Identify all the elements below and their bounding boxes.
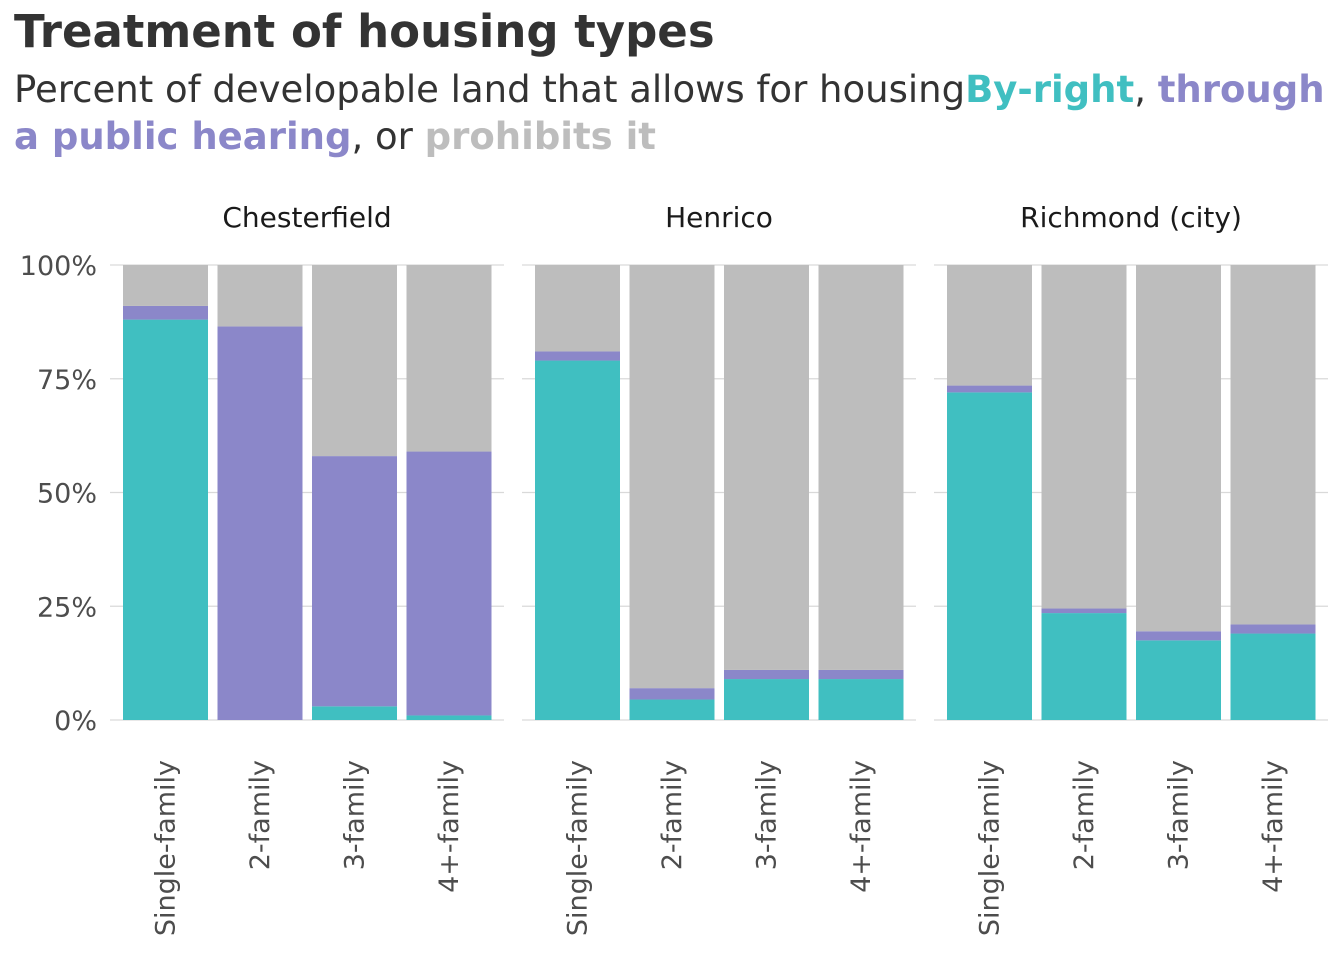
bar-segment <box>818 679 904 720</box>
bar-segment <box>724 679 809 720</box>
bar-segment <box>724 669 809 680</box>
bar-segment <box>1230 633 1316 720</box>
y-tick-label: 0% <box>54 706 97 737</box>
subtitle-separator-2: , or <box>351 115 425 158</box>
bar-segment <box>217 265 303 327</box>
subtitle-public-hearing: through a public hearing <box>14 68 1325 158</box>
bar-segment <box>1041 608 1127 614</box>
x-tick-label: 4+-family <box>846 760 877 893</box>
x-tick-label: Single-family <box>975 760 1006 936</box>
bar-segment <box>818 265 904 670</box>
x-tick-label: 3-family <box>752 760 783 870</box>
y-tick-label: 75% <box>37 365 97 396</box>
subtitle-separator-1: , <box>1134 68 1158 111</box>
bar-segment <box>123 305 208 320</box>
x-tick-label: 2-family <box>245 760 276 870</box>
bar-segment <box>1136 631 1221 641</box>
chart-subtitle: Percent of developable land that allows … <box>14 66 1334 160</box>
bar-segment <box>629 688 715 700</box>
x-tick-label: 3-family <box>1164 760 1195 870</box>
x-tick-label: 4+-family <box>1258 760 1289 893</box>
bar-segment <box>1136 640 1221 720</box>
bar-segment <box>535 265 620 352</box>
bar-segment <box>535 351 620 361</box>
bar-segment <box>1041 613 1127 720</box>
facet-label: Henrico <box>665 201 773 234</box>
bar-segment <box>406 265 492 452</box>
facet-label: Richmond (city) <box>1020 201 1242 234</box>
x-tick-label: 3-family <box>340 760 371 870</box>
bar-segment <box>947 392 1032 720</box>
x-tick-label: Single-family <box>151 760 182 936</box>
bar-segment <box>947 265 1032 386</box>
x-tick-label: 4+-family <box>434 760 465 893</box>
y-tick-label: 25% <box>37 592 97 623</box>
subtitle-prohibits: prohibits it <box>424 115 656 158</box>
bar-segment <box>1230 265 1316 625</box>
bar-segment <box>629 699 715 720</box>
bar-segment <box>406 715 492 720</box>
y-tick-label: 50% <box>37 479 97 510</box>
bar-segment <box>312 706 397 720</box>
bar-segment <box>1136 265 1221 632</box>
facet-label: Chesterfield <box>222 201 391 234</box>
bar-segment <box>1041 265 1127 609</box>
x-tick-label: Single-family <box>563 760 594 936</box>
bar-segment <box>535 360 620 720</box>
bar-segment <box>629 265 715 689</box>
bar-segment <box>947 385 1032 393</box>
x-tick-label: 2-family <box>1069 760 1100 870</box>
subtitle-by-right: By-right <box>965 68 1135 111</box>
y-tick-label: 100% <box>20 251 97 282</box>
bar-segment <box>406 451 492 716</box>
bar-segment <box>123 265 208 306</box>
bar-segment <box>123 319 208 720</box>
x-tick-label: 2-family <box>657 760 688 870</box>
subtitle-prefix: Percent of developable land that allows … <box>14 68 966 111</box>
chart-title: Treatment of housing types <box>14 5 715 58</box>
bar-segment <box>217 326 303 720</box>
bar-segment <box>724 265 809 670</box>
bar-segment <box>312 265 397 457</box>
bar-segment <box>1230 624 1316 634</box>
bar-segment <box>818 669 904 680</box>
bar-segment <box>312 456 397 707</box>
